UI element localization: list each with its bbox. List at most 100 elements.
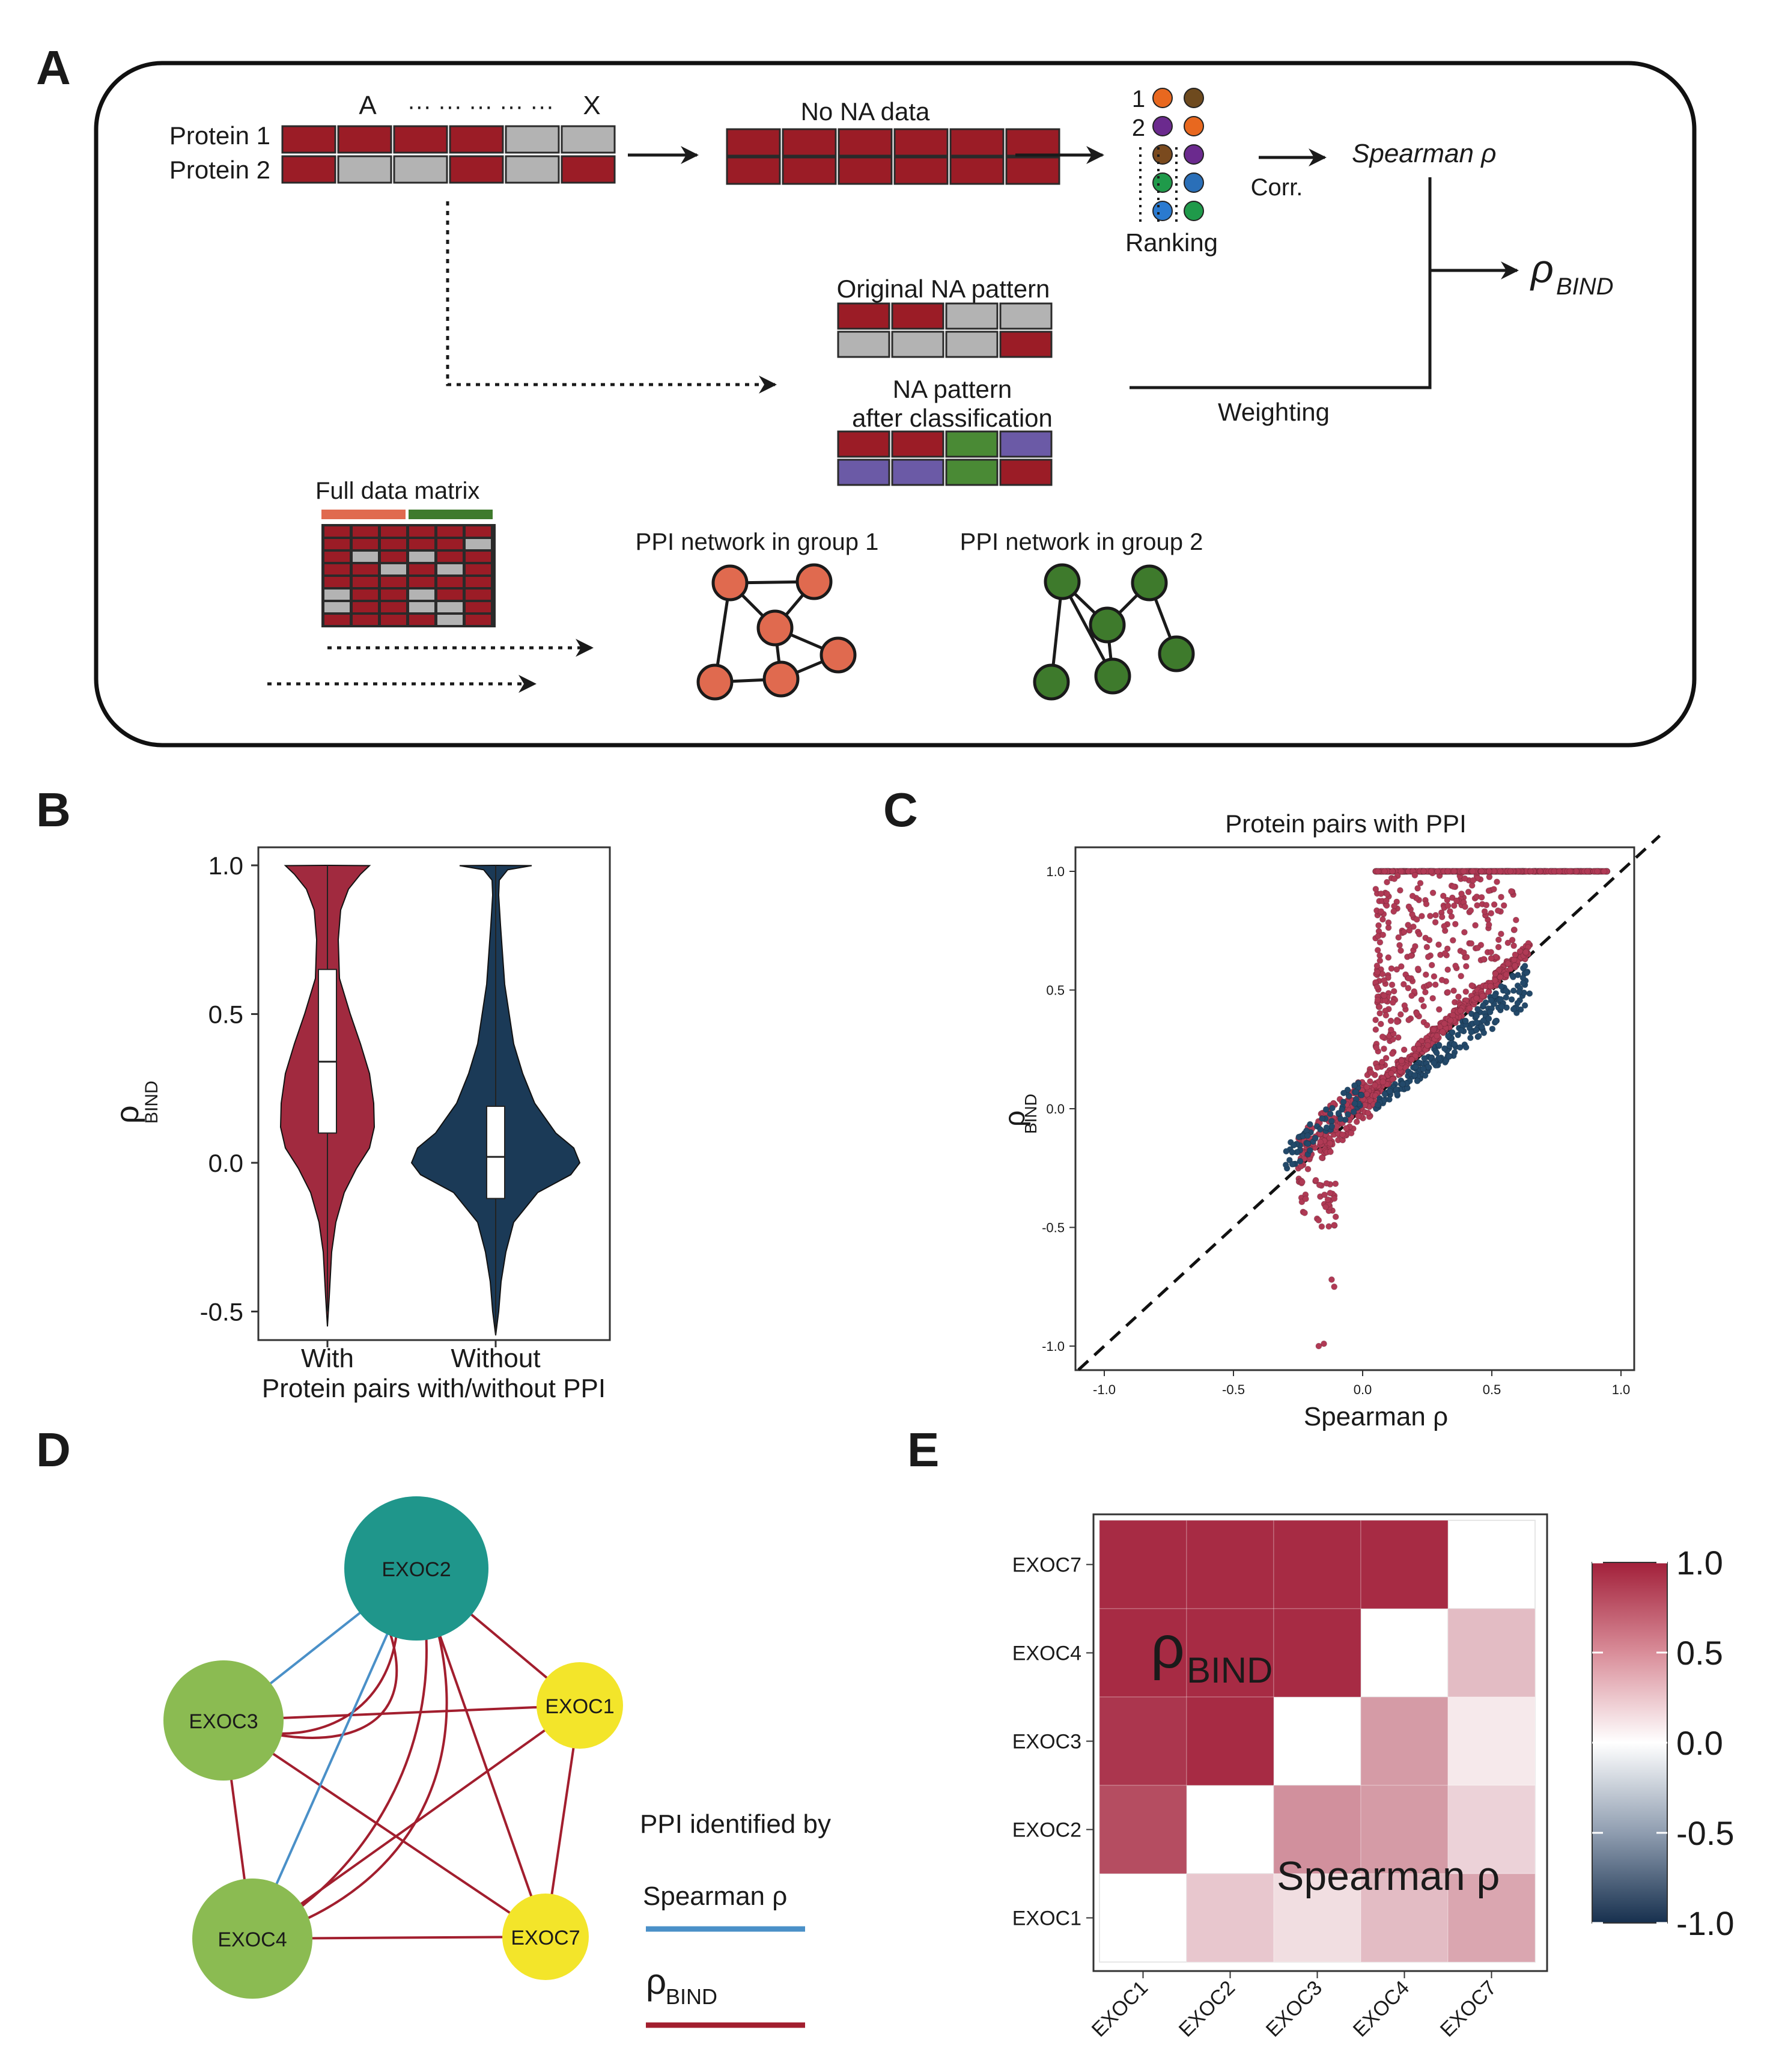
data-point	[1487, 983, 1494, 990]
weighting-label: Weighting	[1218, 398, 1330, 426]
matrix-cell	[381, 552, 406, 562]
col-label: EXOC1	[1087, 1976, 1152, 2041]
heatmap-cell	[1360, 1520, 1449, 1609]
data-point	[1317, 1139, 1324, 1145]
data-point	[1431, 1059, 1437, 1067]
data-point	[1414, 885, 1422, 892]
data-point	[1382, 1055, 1390, 1062]
data-point	[1519, 980, 1527, 987]
data-point	[1411, 943, 1419, 950]
data-point	[1381, 1091, 1388, 1098]
panel-c-xlabel: Spearman ρ	[1304, 1402, 1448, 1431]
data-point	[1400, 981, 1407, 988]
data-point	[1497, 868, 1504, 875]
matrix-cell	[353, 526, 378, 537]
data-point	[1366, 1078, 1373, 1085]
data-point	[1467, 907, 1474, 914]
heatmap-grid-cell	[1447, 1520, 1536, 1609]
panel-c: Protein pairs with PPI -1.0 -0.5 0.0 0.5 1.0…	[999, 809, 1661, 1431]
original-na-block	[891, 331, 944, 358]
data-point	[1488, 997, 1495, 1004]
data-point	[1414, 965, 1422, 972]
original-na-block	[999, 331, 1053, 358]
panel-label-e: E	[907, 1423, 939, 1476]
data-point	[1492, 1017, 1500, 1025]
y-tick-label: 0.5	[1046, 983, 1065, 998]
weighting-connector	[1130, 177, 1432, 389]
panel-label-c: C	[883, 783, 918, 836]
ranking-dot	[1184, 172, 1204, 193]
heatmap-grid-cell	[1186, 1785, 1274, 1874]
data-point	[1318, 1223, 1325, 1230]
data-point	[1512, 962, 1519, 969]
matrix-cell	[324, 539, 350, 549]
data-point	[1331, 1283, 1338, 1290]
panel-c-points	[1282, 868, 1611, 1350]
data-point	[1351, 1100, 1358, 1107]
data-point	[1432, 919, 1439, 926]
data-point	[1426, 912, 1434, 919]
data-point	[1507, 888, 1515, 895]
data-point	[1428, 961, 1435, 969]
data-point	[1466, 1005, 1473, 1012]
group2-node	[1089, 606, 1126, 644]
original-na-block	[945, 331, 999, 358]
panel-b-axis: 1.0 0.5 0.0 -0.5 With Without	[200, 852, 541, 1373]
data-point	[1455, 993, 1462, 1001]
data-point	[1469, 868, 1476, 875]
classified-na-block	[891, 459, 944, 486]
data-point	[1405, 903, 1413, 910]
ranking-label: Ranking	[1125, 228, 1218, 257]
data-point	[1447, 1017, 1454, 1024]
no-na-block	[782, 128, 837, 157]
node-label-exoc3: EXOC3	[189, 1710, 258, 1733]
data-point	[1302, 1195, 1309, 1202]
node-exoc7	[502, 1894, 589, 1980]
data-point	[1374, 996, 1381, 1004]
original-na-blocks	[837, 302, 1053, 358]
data-point	[1306, 1147, 1313, 1154]
x-tick-label: 0.0	[1354, 1382, 1372, 1397]
matrix-cell	[324, 564, 350, 574]
data-point	[1462, 988, 1470, 995]
panel-b: 1.0 0.5 0.0 -0.5 With Without ρ BIND Protein …	[109, 846, 611, 1403]
data-point	[1397, 868, 1405, 875]
data-point	[1339, 1131, 1346, 1138]
data-point	[1377, 1020, 1384, 1028]
heatmap-grid-cell	[1099, 1873, 1187, 1963]
data-point	[1495, 943, 1502, 951]
matrix-cell	[353, 577, 378, 587]
data-point	[1331, 1222, 1338, 1229]
data-point	[1289, 1160, 1296, 1168]
data-point	[1429, 995, 1437, 1002]
panel-d: EXOC2 EXOC3 EXOC1 EXOC4 EXOC7 PPI identified…	[163, 1496, 831, 2028]
matrix-cell	[466, 526, 491, 537]
ranking-dot	[1184, 116, 1204, 136]
matrix-cell	[381, 615, 406, 625]
rank-2-label: 2	[1132, 115, 1145, 141]
data-point	[1373, 1044, 1380, 1051]
data-point	[1453, 897, 1460, 904]
full-matrix-label: Full data matrix	[315, 478, 479, 504]
data-point	[1335, 1109, 1342, 1117]
data-point	[1373, 962, 1381, 969]
panel-b-xlabel: Protein pairs with/without PPI	[262, 1374, 606, 1403]
data-point	[1385, 954, 1392, 961]
node-exoc3	[163, 1660, 284, 1781]
heatmap-cell	[1186, 1696, 1274, 1786]
heatmap-cell	[1186, 1873, 1274, 1963]
data-point	[1343, 1125, 1350, 1132]
no-na-block	[1005, 128, 1060, 157]
ranking-dot	[1184, 201, 1204, 221]
data-point	[1372, 886, 1379, 892]
data-point	[1289, 1149, 1296, 1156]
group1-node	[795, 563, 833, 600]
data-point	[1438, 977, 1446, 984]
original-na-block	[945, 302, 999, 330]
data-point	[1473, 995, 1480, 1002]
ranking-dot	[1184, 144, 1204, 165]
data-point	[1416, 931, 1423, 938]
data-point	[1381, 1045, 1387, 1052]
matrix-cell	[409, 526, 434, 537]
data-point	[1429, 889, 1437, 897]
